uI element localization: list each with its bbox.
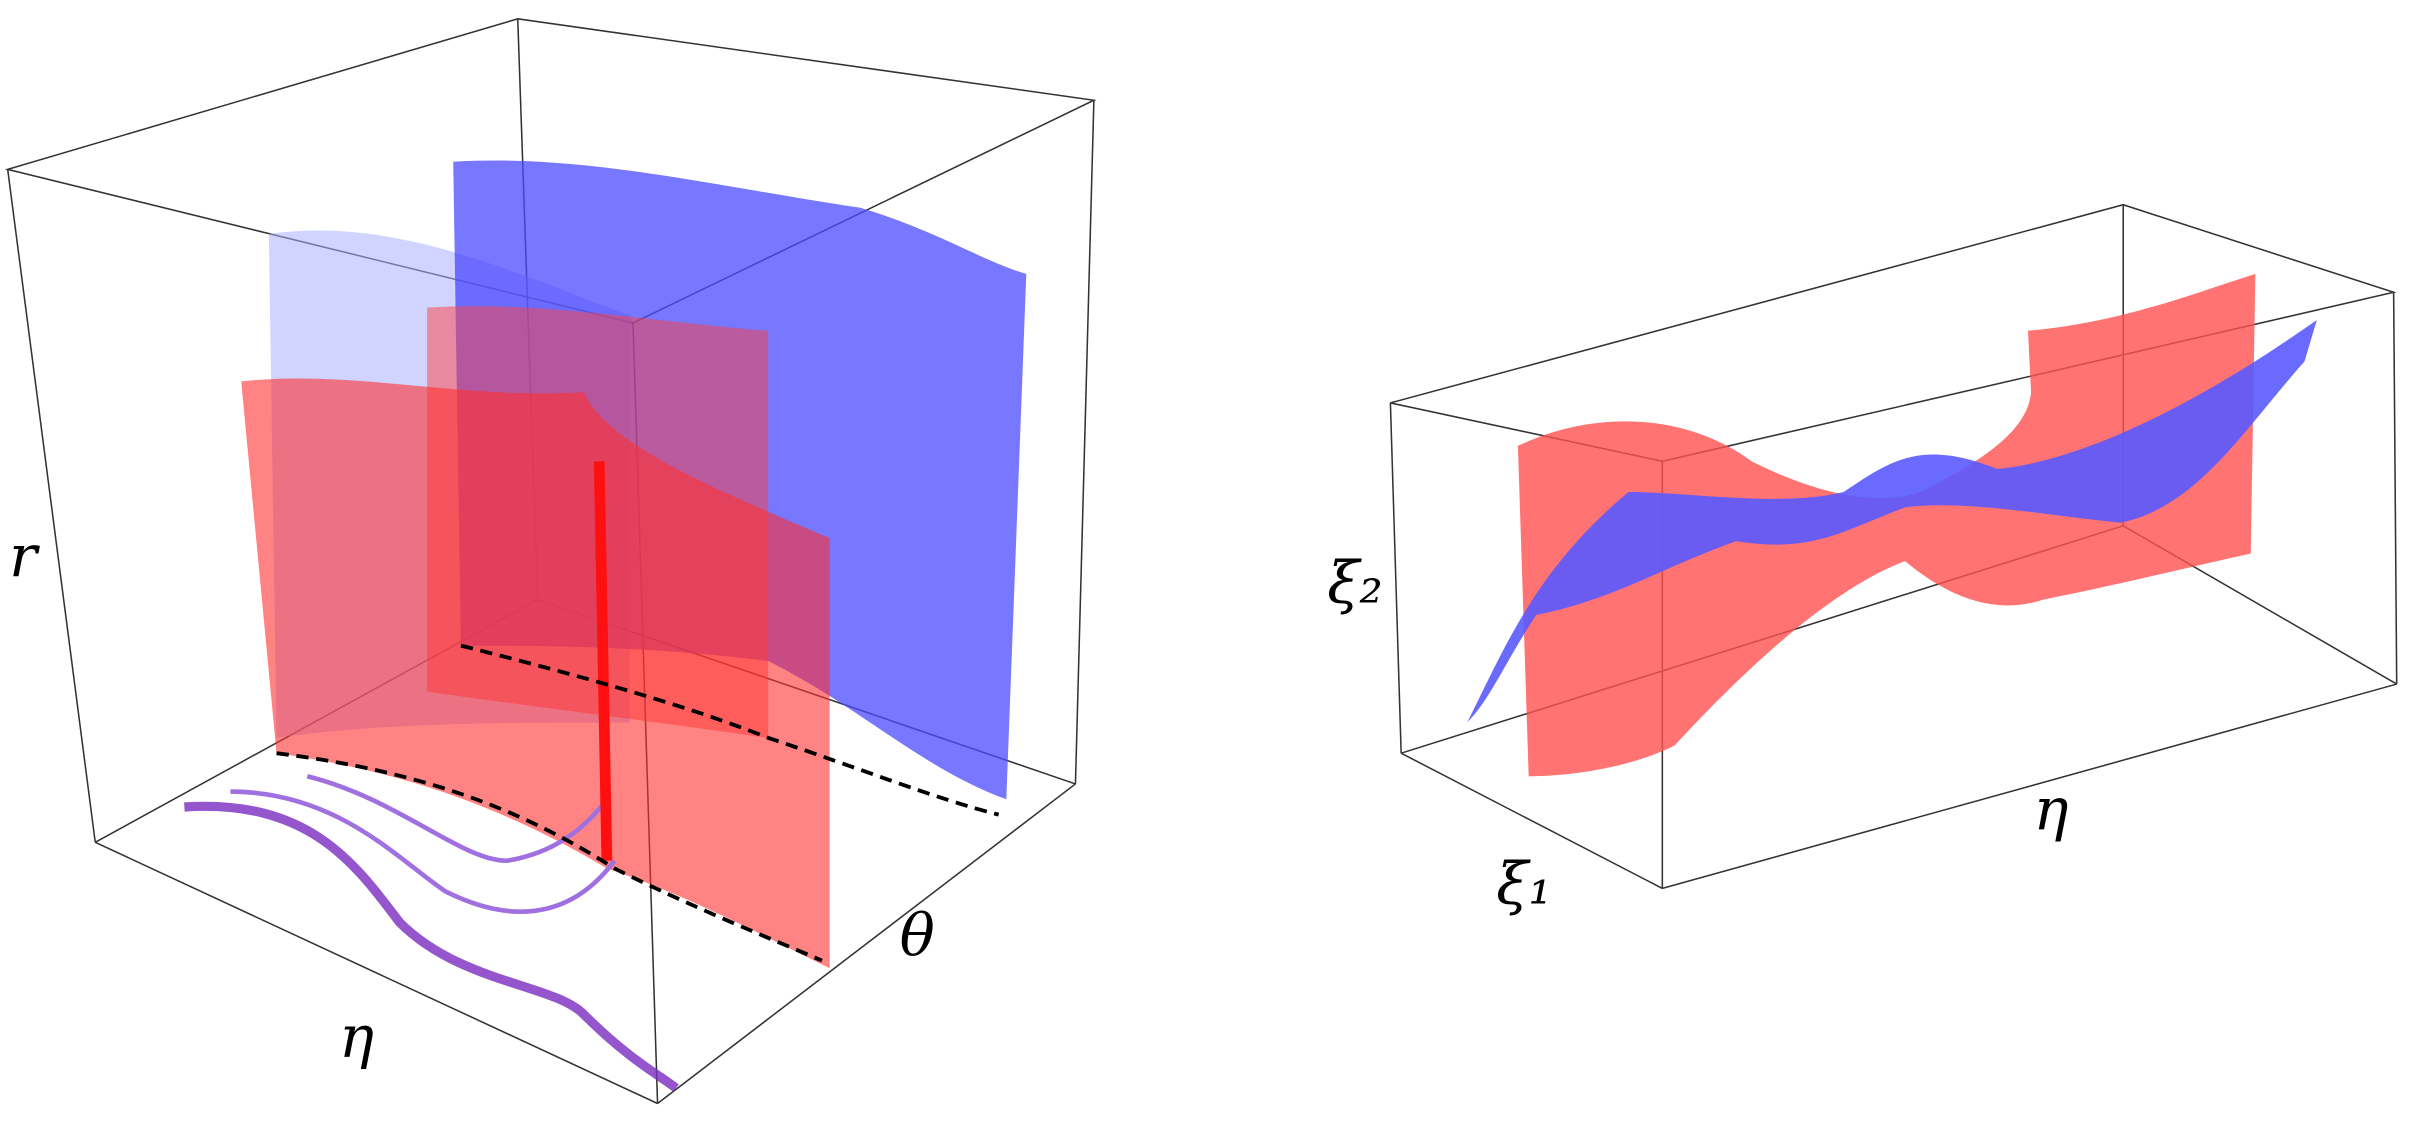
contour (306, 774, 609, 864)
box-edge (2392, 292, 2398, 685)
sheet-edge (593, 461, 613, 861)
contour (230, 789, 617, 914)
box-edge (1400, 752, 1663, 890)
axis-label: η (339, 1003, 374, 1071)
axis-label: r (9, 522, 40, 590)
surface (1467, 319, 2317, 723)
axis-label: ξ₂ (1327, 548, 1383, 616)
box-edge (6, 169, 97, 843)
surface (241, 378, 830, 969)
box-edge (1074, 100, 1095, 784)
box-edge (657, 783, 1076, 1105)
right-panel: ξ₂ ξ₁ η (1327, 203, 2398, 917)
dashed-curve (460, 643, 1000, 817)
surface (1517, 273, 2256, 777)
box-edge (1389, 402, 1402, 754)
axis-label: θ (900, 902, 935, 970)
contour (184, 801, 679, 1092)
axis-label: ξ₁ (1496, 849, 1552, 917)
box-edge (94, 841, 658, 1105)
left-panel: r η θ (4, 18, 1097, 1105)
axis-label: η (2034, 776, 2069, 844)
box-edge (1662, 683, 2397, 890)
dashed-curve (276, 751, 823, 963)
